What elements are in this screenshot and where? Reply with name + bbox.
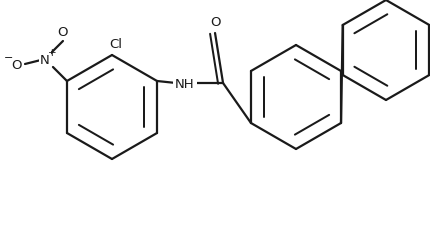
Text: NH: NH — [175, 77, 194, 90]
Text: N: N — [40, 53, 50, 66]
Text: Cl: Cl — [109, 37, 122, 50]
Text: +: + — [48, 48, 56, 58]
Text: O: O — [209, 15, 220, 28]
Text: O: O — [12, 58, 22, 71]
Text: −: − — [4, 53, 14, 63]
Text: O: O — [58, 25, 68, 38]
